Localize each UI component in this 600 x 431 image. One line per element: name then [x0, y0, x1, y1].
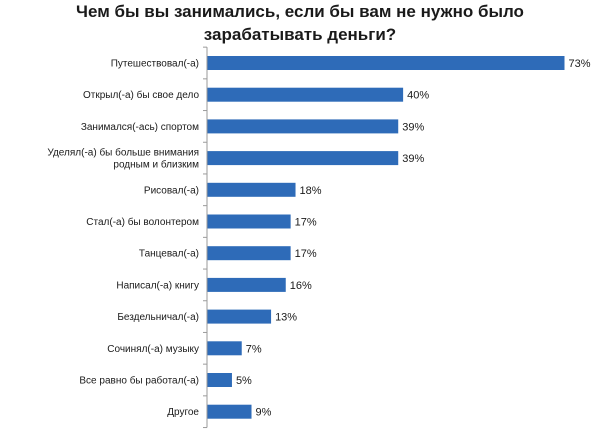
category-label: Танцевал(-а) — [139, 249, 199, 260]
value-label: 39% — [402, 121, 424, 133]
chart-title-line-1: Чем бы вы занимались, если бы вам не нуж… — [76, 2, 524, 21]
value-label: 17% — [295, 217, 317, 229]
category-label: Открыл(-а) бы свое дело — [83, 89, 199, 101]
category-label: Путешествовал(-а) — [111, 59, 199, 70]
bar — [207, 277, 286, 292]
bar — [207, 309, 272, 324]
chart-title: Чем бы вы занимались, если бы вам не нуж… — [0, 0, 600, 46]
bar — [207, 373, 232, 387]
value-label: 17% — [295, 248, 317, 260]
bar — [207, 341, 242, 356]
category-label: Уделял(-а) бы больше внимания родным и бл… — [47, 147, 199, 171]
bar — [207, 246, 291, 261]
value-label: 73% — [569, 58, 591, 70]
value-label: 13% — [275, 312, 297, 324]
bar — [207, 151, 399, 166]
value-label: 16% — [290, 280, 312, 292]
category-label: Все равно бы работал(-а) — [79, 375, 199, 387]
chart-title-line-2: зарабатывать деньги? — [203, 25, 397, 44]
value-label: 40% — [407, 90, 429, 102]
bar — [207, 214, 291, 229]
bar — [207, 56, 565, 70]
category-label: Написал(-а) книгу — [116, 280, 199, 291]
value-label: 9% — [256, 407, 272, 419]
value-label: 18% — [300, 185, 322, 197]
category-label: Рисовал(-а) — [144, 185, 199, 196]
value-label: 7% — [246, 343, 262, 355]
category-label: Бездельничал(-а) — [117, 312, 199, 323]
category-label: Сочинял(-а) музыку — [107, 344, 199, 355]
bar — [207, 87, 404, 102]
bar — [207, 119, 399, 134]
bar — [207, 404, 252, 419]
bar — [207, 182, 296, 197]
category-label: Другое — [167, 407, 199, 418]
value-label: 39% — [402, 153, 424, 165]
category-label: Занимался(-ась) спортом — [81, 122, 199, 133]
value-label: 5% — [236, 375, 252, 387]
category-label: Стал(-а) бы волонтером — [86, 216, 199, 228]
